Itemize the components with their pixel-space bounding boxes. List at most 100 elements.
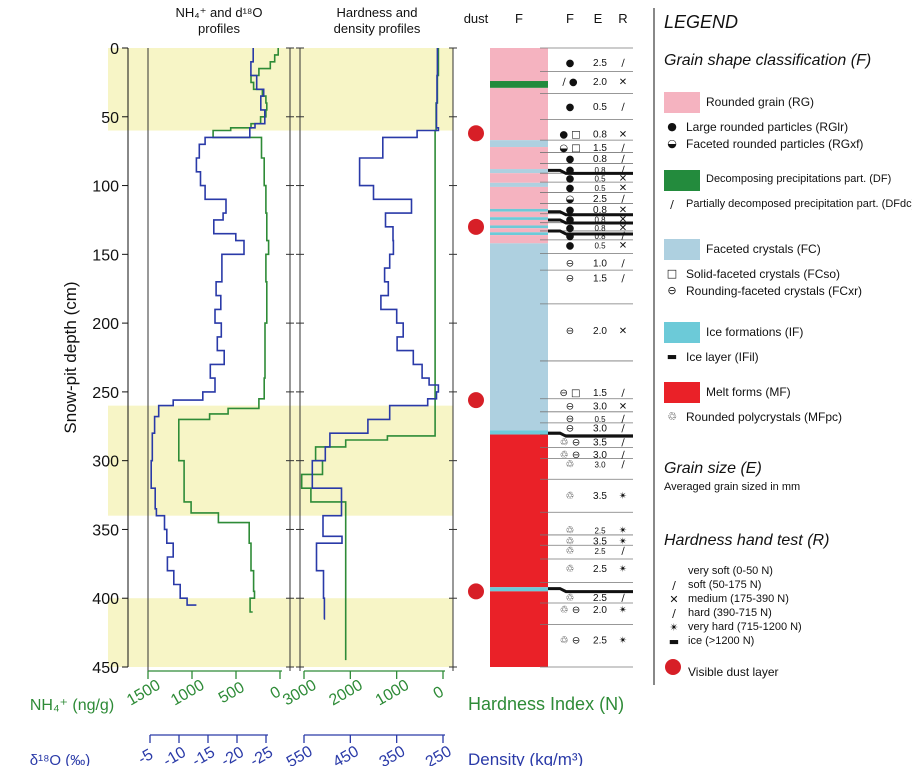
row-grain-size-2: 0.5	[593, 102, 607, 113]
row-grain-shape-28: ♲	[566, 546, 575, 557]
row-grain-size-20: 0.5	[594, 415, 606, 424]
row-grain-shape-24: ♲	[566, 459, 575, 470]
nh4-axis-label: NH₄⁺ (ng/g)	[30, 697, 114, 714]
row-grain-shape-12: ●	[566, 223, 575, 234]
depth-tick-label-350: 350	[92, 522, 119, 539]
legend-swatch-2	[664, 239, 700, 260]
shaded-band-1	[108, 405, 453, 516]
legend-item-label-4-0: Rounded polycrystals (MFpc)	[686, 410, 843, 424]
row-grain-shape-27: ♲	[566, 536, 575, 547]
depth-tick-label-450: 450	[92, 660, 119, 677]
row-hardness-18: ∕	[621, 388, 625, 399]
legend-hardness-title: Hardness hand test (R)	[664, 532, 830, 549]
row-grain-size-25: 3.5	[593, 491, 607, 502]
row-hardness-21: ∕	[621, 424, 625, 435]
strat-layer-3	[490, 140, 548, 148]
row-grain-size-31: 2.0	[593, 605, 607, 616]
legend-dust-icon	[665, 659, 681, 675]
header-r: R	[618, 11, 627, 26]
row-hardness-6: ∕	[621, 165, 625, 176]
row-grain-size-6: 0.8	[594, 166, 606, 175]
shaded-band-2	[108, 598, 453, 667]
strat-layer-10	[490, 211, 548, 218]
strat-layer-11	[490, 217, 548, 220]
hardness-tick-label-3000: 3000	[280, 677, 319, 710]
row-grain-shape-17: ⊖	[566, 326, 574, 337]
row-grain-shape-11: ●	[566, 215, 575, 226]
nh4-tick-label-1000: 1000	[168, 677, 207, 710]
row-grain-size-14: 0.5	[594, 242, 606, 251]
d18o-tick-label--5: -5	[135, 746, 156, 766]
legend-hardness-label-2: medium (175-390 N)	[688, 593, 789, 605]
row-hardness-4: ∕	[621, 143, 625, 154]
panel1-title-line2: profiles	[198, 21, 240, 36]
row-hardness-15: ∕	[621, 259, 625, 270]
ice-layer-line-0	[548, 168, 633, 175]
legend-item-icon-0-0: ●	[667, 120, 677, 133]
d18o-tick-label--25: -25	[247, 744, 276, 766]
header-e: E	[594, 11, 603, 26]
row-hardness-5: ∕	[621, 154, 625, 165]
strat-layer-1	[490, 81, 548, 88]
row-grain-shape-22: ♲ ⊖	[560, 437, 581, 448]
row-grain-size-9: 2.5	[593, 194, 607, 205]
row-grain-shape-1: ∕ ●	[562, 77, 578, 88]
strat-layer-8	[490, 186, 548, 209]
strat-layer-21	[490, 591, 548, 667]
legend-item-label-2-1: Rounding-faceted crystals (FCxr)	[686, 284, 863, 298]
legend-item-icon-0-1: ◒	[667, 137, 677, 150]
row-hardness-28: ∕	[621, 546, 625, 557]
legend-grain-size-title: Grain size (E)	[664, 460, 762, 477]
row-grain-shape-0: ●	[566, 58, 575, 69]
panel1-title-line1: NH₄⁺ and d¹⁸O	[175, 5, 262, 20]
strat-layer-6	[490, 173, 548, 183]
row-hardness-3: ✕	[619, 129, 627, 140]
row-grain-shape-3: ● □	[559, 129, 580, 140]
legend-hardness-label-1: soft (50-175 N)	[688, 579, 762, 591]
series-line-d18o	[150, 48, 266, 606]
legend-swatch-0	[664, 92, 700, 113]
row-hardness-31: ✴	[619, 605, 627, 616]
depth-tick-label-150: 150	[92, 247, 119, 264]
legend-group-label-1: Decomposing precipitations part. (DF)	[706, 173, 892, 185]
row-grain-shape-31: ♲ ⊖	[560, 605, 581, 616]
legend-item-label-1-0: Partially decomposed precipitation part.…	[686, 198, 912, 210]
row-hardness-9: ∕	[621, 194, 625, 205]
legend-group-label-3: Ice formations (IF)	[706, 325, 804, 339]
nh4-tick-label-1500: 1500	[124, 677, 163, 710]
row-hardness-0: ∕	[621, 58, 625, 69]
row-grain-size-11: 0.8	[594, 216, 606, 225]
row-hardness-11: ✕	[619, 215, 627, 226]
row-hardness-23: ∕	[621, 450, 625, 461]
dust-layer-marker-1	[468, 218, 484, 235]
legend-hardness-icon-1: ∕	[672, 579, 676, 592]
row-grain-size-13: 0.8	[594, 232, 606, 241]
row-grain-size-29: 2.5	[593, 564, 607, 575]
hardness-tick-label-1000: 1000	[373, 677, 412, 710]
shaded-band-0	[108, 48, 453, 131]
strat-layer-5	[490, 169, 548, 174]
row-hardness-26: ✴	[619, 525, 627, 536]
row-grain-shape-30: ♲	[566, 593, 575, 604]
row-grain-size-4: 1.5	[593, 143, 607, 154]
strat-layer-20	[490, 587, 548, 592]
legend-item-icon-2-0: □	[666, 267, 678, 280]
row-hardness-22: ∕	[621, 437, 625, 448]
depth-tick-label-400: 400	[92, 591, 119, 608]
ice-layer-line-2	[548, 218, 633, 225]
row-grain-shape-9: ◒	[566, 194, 575, 205]
density-tick-label-250: 250	[423, 743, 455, 766]
legend-title: LEGEND	[664, 12, 739, 32]
row-hardness-32: ✴	[619, 635, 627, 646]
legend-item-label-0-0: Large rounded particles (RGlr)	[686, 120, 849, 134]
strat-layer-19	[490, 434, 548, 588]
strat-layer-9	[490, 208, 548, 212]
hardness-axis-label: Hardness Index (N)	[468, 694, 624, 714]
ice-layer-line-5	[548, 587, 633, 594]
legend-hardness-icon-5: ▬	[668, 635, 680, 648]
density-tick-label-350: 350	[377, 743, 409, 766]
row-grain-size-16: 1.5	[593, 274, 607, 285]
row-grain-size-3: 0.8	[593, 129, 607, 140]
nh4-tick-label-500: 500	[216, 679, 248, 707]
